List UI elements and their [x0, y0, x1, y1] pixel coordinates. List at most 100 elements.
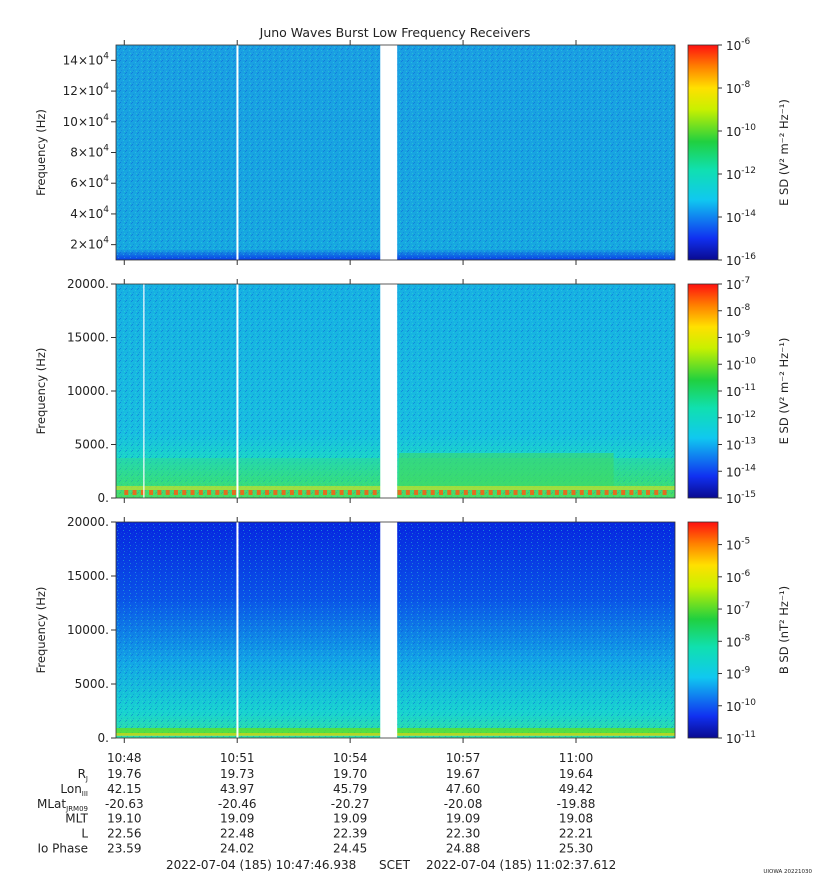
footer-scet: SCET [379, 858, 411, 872]
x-tick-label: 10:51 [220, 751, 255, 765]
ephemeris-value: 19.09 [446, 812, 480, 826]
data-gap [380, 522, 398, 738]
emission-burst [397, 490, 402, 495]
ephemeris-value: 19.08 [559, 812, 593, 826]
x-tick-label: 10:54 [333, 751, 368, 765]
footer-stamp: UIOWA 20221030 [763, 869, 812, 875]
y-tick-label: 5000. [75, 677, 109, 691]
emission-burst [314, 490, 319, 495]
emission-burst [298, 490, 303, 495]
emission-burst [472, 490, 477, 495]
ephemeris-value: 19.67 [446, 767, 480, 781]
colorbar-tick-label: 10-11 [726, 730, 756, 746]
emission-burst [132, 490, 137, 495]
colorbar-tick-label: 10-12 [726, 410, 756, 426]
emission-burst [455, 490, 460, 495]
y-tick-label: 8×104 [70, 144, 109, 160]
emission-burst [306, 490, 311, 495]
emission-burst [414, 490, 419, 495]
ephemeris-label: MLT [65, 812, 88, 826]
emission-burst [289, 490, 294, 495]
colorbar-tick-label: 10-15 [726, 490, 756, 506]
y-tick-label: 14×104 [63, 51, 110, 67]
emission-burst [124, 490, 129, 495]
emission-burst [646, 490, 651, 495]
ephemeris-value: 22.48 [220, 827, 254, 841]
ephemeris-value: 42.15 [107, 782, 141, 796]
y-tick-label: 20000. [67, 277, 109, 291]
emission-burst [190, 490, 195, 495]
colorbar-tick-label: 10-11 [726, 383, 756, 399]
emission-burst [612, 490, 617, 495]
emission-burst [157, 490, 162, 495]
emission-burst [140, 490, 145, 495]
emission-band-upper [399, 453, 614, 488]
ephemeris-value: 49.42 [559, 782, 593, 796]
colorbar-tick-label: 10-8 [726, 80, 751, 96]
emission-burst [231, 490, 236, 495]
panel-3: 0. 5000. 10000. 15000. 20000. Frequency (Hz) 1… [34, 515, 791, 746]
emission-burst [173, 490, 178, 495]
emission-burst [223, 490, 228, 495]
x-tick-label: 10:57 [446, 751, 481, 765]
emission-burst [165, 490, 170, 495]
ephemeris-value: 22.39 [333, 827, 367, 841]
ephemeris-value: 45.79 [333, 782, 367, 796]
emission-burst [530, 490, 535, 495]
colorbar-tick-label: 10-5 [726, 537, 750, 553]
emission-burst [629, 490, 634, 495]
emission-burst [579, 490, 584, 495]
emission-burst [182, 490, 187, 495]
ephemeris-value: 24.45 [333, 842, 367, 856]
ephemeris-value: 19.73 [220, 767, 254, 781]
y-tick-label: 15000. [67, 331, 109, 345]
colorbar-label: E SD (V² m⁻² Hz⁻¹) [777, 99, 791, 206]
emission-burst [554, 490, 559, 495]
colorbar-tick-label: 10-8 [726, 633, 751, 649]
ephemeris-value: 19.09 [333, 812, 367, 826]
emission-burst [463, 490, 468, 495]
colorbar-tick-label: 10-12 [726, 166, 756, 182]
y-tick-label: 4×104 [70, 205, 109, 221]
emission-burst [563, 490, 568, 495]
emission-burst [546, 490, 551, 495]
emission-burst [422, 490, 427, 495]
colorbar-tick-label: 10-6 [726, 569, 751, 585]
colorbar [687, 521, 719, 739]
colorbar-tick-label: 10-7 [726, 601, 750, 617]
colorbar-label: B SD (nT² Hz⁻¹) [777, 586, 791, 674]
ephemeris-table: RJ 19.76 19.73 19.70 19.67 19.64 LonIII 42.15 43… [37, 767, 595, 856]
emission-burst [207, 490, 212, 495]
emission-burst [356, 490, 361, 495]
colorbar [687, 283, 719, 499]
colorbar-tick-label: 10-10 [726, 123, 756, 139]
panel-1: 2×104 4×104 6×104 8×104 10×104 12×104 14×104 Fr… [34, 37, 791, 268]
data-gap [380, 45, 398, 260]
ephemeris-value: 19.64 [559, 767, 593, 781]
emission-burst [364, 490, 369, 495]
y-tick-label: 5000. [75, 438, 109, 452]
footer-start-time: 2022-07-04 (185) 10:47:46.938 [166, 858, 356, 872]
colorbar-tick-label: 10-6 [726, 37, 751, 53]
emission-burst [488, 490, 493, 495]
ephemeris-value: 24.88 [446, 842, 480, 856]
emission-burst [265, 490, 270, 495]
artifact-line [143, 284, 145, 498]
ephemeris-label: Io Phase [37, 842, 88, 856]
emission-burst [496, 490, 501, 495]
colorbar-tick-label: 10-14 [726, 463, 756, 479]
y-axis-label: Frequency (Hz) [34, 348, 48, 435]
y-tick-label: 15000. [67, 569, 109, 583]
y-axis-label: Frequency (Hz) [34, 587, 48, 674]
ephemeris-label: MLatJRM09 [37, 797, 88, 813]
colorbar-tick-label: 10-16 [726, 252, 756, 268]
x-tick-label: 11:00 [559, 751, 594, 765]
y-tick-label: 6×104 [70, 174, 109, 190]
emission-burst [339, 490, 344, 495]
ephemeris-value: 22.56 [107, 827, 141, 841]
emission-burst [480, 490, 485, 495]
ephemeris-value: -19.88 [557, 797, 596, 811]
ephemeris-label: L [81, 827, 88, 841]
